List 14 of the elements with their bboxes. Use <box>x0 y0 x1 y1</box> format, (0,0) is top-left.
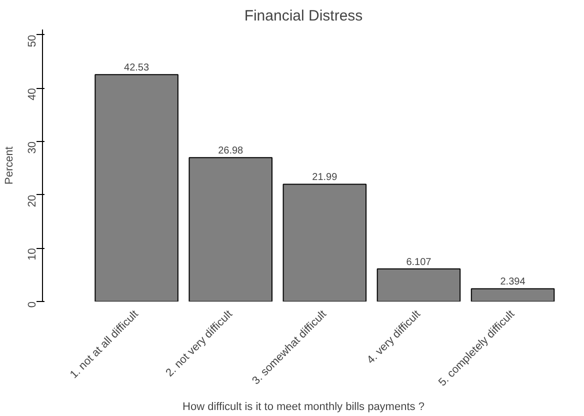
y-tick-label: 50 <box>26 34 38 48</box>
x-axis-title: How difficult is it to meet monthly bills payments ? <box>182 401 424 414</box>
y-axis-title: Percent <box>4 146 16 184</box>
chart-title: Financial Distress <box>244 8 363 24</box>
y-tick-label: 40 <box>26 88 38 100</box>
data-label: 6.107 <box>406 256 432 268</box>
data-label: 42.53 <box>124 62 150 74</box>
y-tick-label: 20 <box>26 194 38 208</box>
y-tick-label: 0 <box>26 301 38 308</box>
data-label: 21.99 <box>312 172 338 184</box>
data-label: 2.394 <box>500 276 526 288</box>
data-label: 26.98 <box>218 146 244 157</box>
y-tick-label: 30 <box>26 141 38 154</box>
y-tick-label: 10 <box>26 248 38 260</box>
